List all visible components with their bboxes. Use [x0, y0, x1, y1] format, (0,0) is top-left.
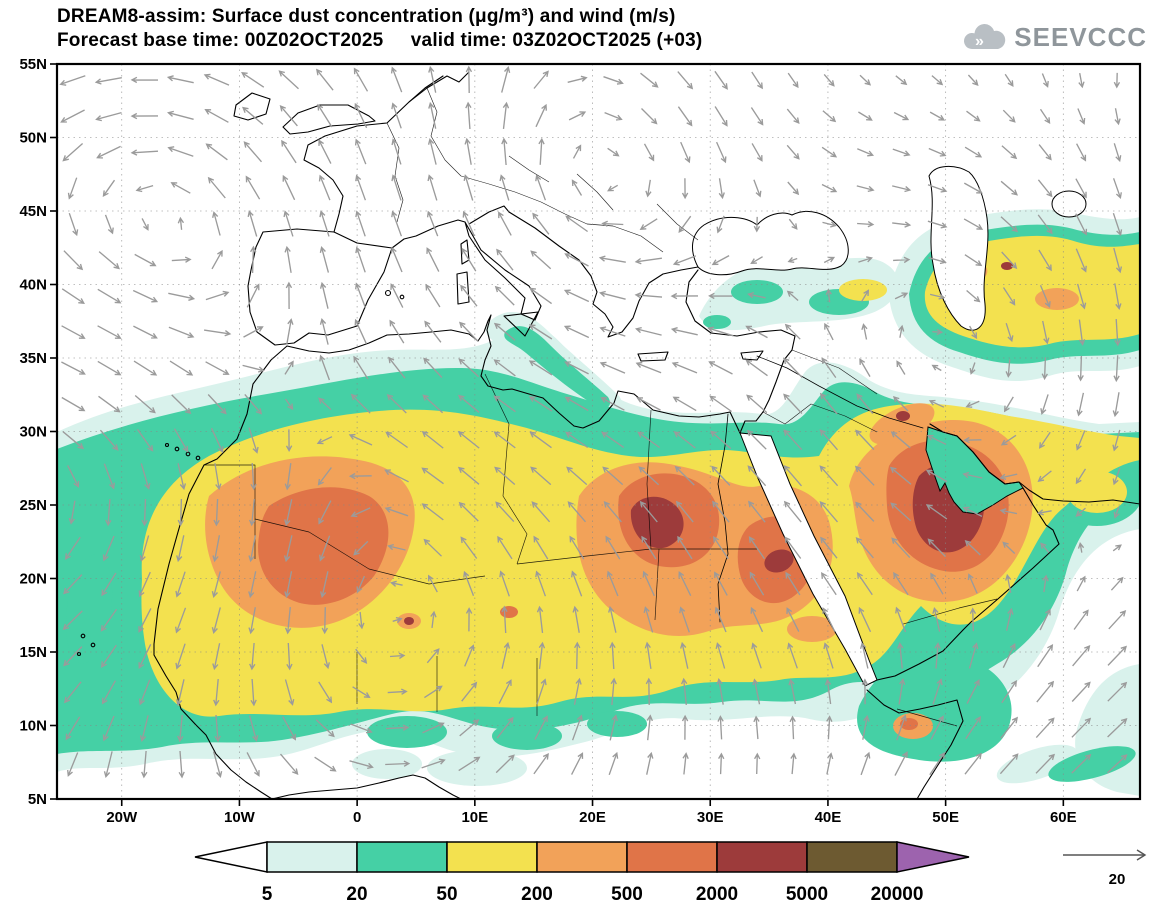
lon-tick-label: 20W [106, 809, 138, 826]
wind-reference-label: 20 [1109, 871, 1126, 888]
lat-tick-label: 10N [19, 718, 47, 735]
colorbar-segment [536, 841, 628, 873]
grid-layer [57, 64, 1140, 799]
colorbar: 5 20 50 200 500 2000 5000 20000 [194, 841, 970, 905]
axis-layer: 55N 50N 45N 40N 35N 30N 25N 20N 15N 10N 5N 20W 10W 0 1… [19, 56, 1076, 826]
lat-tick-label: 30N [19, 424, 47, 441]
lat-tick-label: 45N [19, 203, 47, 220]
seevccc-logo: » SEEVCCC [962, 22, 1147, 53]
lat-tick-label: 50N [19, 130, 47, 147]
reference-arrow-icon [1063, 849, 1147, 861]
lat-tick-label: 20N [19, 571, 47, 588]
figure-titles: DREAM8-assim: Surface dust concentration… [57, 5, 702, 53]
colorbar-label: 200 [521, 884, 553, 905]
colorbar-label: 5000 [786, 884, 828, 905]
logo-text: SEEVCCC [1014, 22, 1147, 52]
wind-arrows [59, 65, 1128, 779]
wind-vector-layer [59, 65, 1128, 779]
colorbar-label: 20 [346, 884, 367, 905]
colorbar-label: 50 [436, 884, 457, 905]
chart-subtitle: Forecast base time: 00Z02OCT2025 valid t… [57, 30, 703, 51]
colorbar-arrow-right [896, 841, 970, 873]
colorbar-segment [266, 841, 358, 873]
lat-tick-label: 25N [19, 497, 47, 514]
lon-tick-label: 10E [461, 809, 488, 826]
colorbar-segment [446, 841, 538, 873]
lat-tick-label: 40N [19, 277, 47, 294]
chart-title: DREAM8-assim: Surface dust concentration… [57, 6, 676, 27]
colorbar-segment [356, 841, 448, 873]
aral-sea [1051, 190, 1087, 218]
colorbar-arrow-left [194, 841, 268, 873]
lon-tick-label: 50E [932, 809, 959, 826]
lon-tick-label: 60E [1050, 809, 1077, 826]
water-bodies [692, 166, 1087, 687]
colorbar-segment [626, 841, 718, 873]
colorbar-segment [806, 841, 898, 873]
colorbar-label: 2000 [696, 884, 738, 905]
lat-tick-label: 15N [19, 644, 47, 661]
map-area: 55N 50N 45N 40N 35N 30N 25N 20N 15N 10N 5N 20W 10W 0 1… [19, 56, 1142, 826]
caspian-sea [928, 166, 989, 331]
lon-tick-label: 20E [579, 809, 606, 826]
colorbar-label: 5 [262, 884, 273, 905]
colorbar-label: 20000 [871, 884, 924, 905]
black-sea [692, 211, 849, 276]
cloud-icon: » [964, 23, 1006, 50]
wind-reference: 20 [1063, 849, 1147, 888]
colorbar-label: 500 [611, 884, 643, 905]
lon-tick-label: 0 [353, 809, 361, 826]
lat-tick-label: 35N [19, 350, 47, 367]
country-borders [204, 87, 998, 727]
lat-tick-label: 55N [19, 56, 47, 73]
colorbar-segment [716, 841, 808, 873]
lon-tick-label: 30E [697, 809, 724, 826]
lat-tick-label: 5N [28, 791, 47, 808]
svg-text:»: » [975, 33, 984, 50]
coastlines [76, 71, 1140, 799]
lon-tick-label: 10W [224, 809, 256, 826]
lon-tick-label: 40E [815, 809, 842, 826]
